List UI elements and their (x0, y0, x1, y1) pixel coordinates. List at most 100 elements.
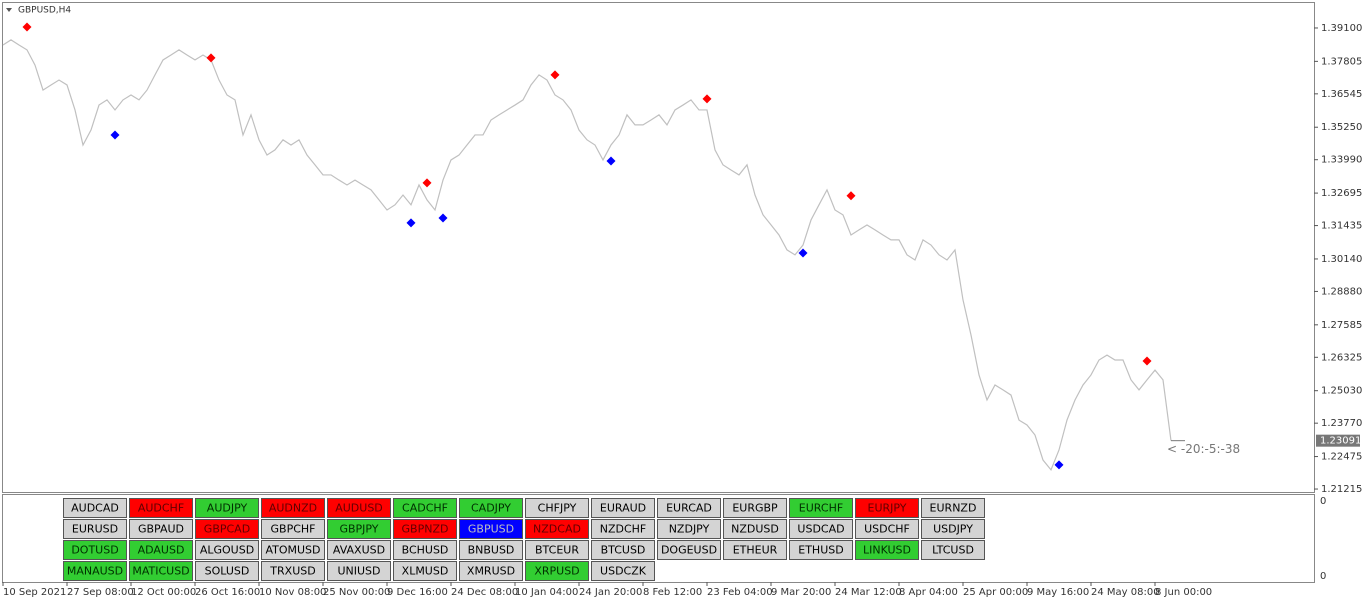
symbol-button[interactable]: CADCHF (393, 498, 457, 518)
symbol-button[interactable]: GBPUSD (459, 519, 523, 539)
symbol-button[interactable]: UNIUSD (327, 561, 391, 581)
button-face[interactable] (921, 519, 985, 539)
button-face[interactable] (921, 498, 985, 518)
button-face[interactable] (723, 519, 787, 539)
symbol-button[interactable]: DOGEUSD (657, 540, 721, 560)
button-face[interactable] (723, 498, 787, 518)
button-face[interactable] (921, 540, 985, 560)
symbol-button[interactable]: EURNZD (921, 498, 985, 518)
menu-triangle[interactable] (6, 8, 12, 12)
symbol-button[interactable]: AUDCAD (63, 498, 127, 518)
button-label[interactable]: ATOMUSD (265, 544, 320, 557)
button-face[interactable] (591, 498, 655, 518)
button-label[interactable]: BCHUSD (402, 544, 449, 557)
button-face[interactable] (261, 519, 325, 539)
button-face[interactable] (261, 498, 325, 518)
symbol-button[interactable]: EURGBP (723, 498, 787, 518)
symbol-button[interactable]: GBPNZD (393, 519, 457, 539)
button-label[interactable]: NZDJPY (669, 523, 710, 536)
button-face[interactable] (327, 561, 391, 581)
button-label[interactable]: USDJPY (933, 523, 973, 536)
button-label[interactable]: EURNZD (930, 502, 977, 515)
button-face[interactable] (63, 540, 127, 560)
button-label[interactable]: USDCZK (600, 565, 647, 578)
button-face[interactable] (63, 519, 127, 539)
button-label[interactable]: BTCEUR (535, 544, 579, 557)
symbol-button[interactable]: BNBUSD (459, 540, 523, 560)
button-label[interactable]: GBPCHF (271, 523, 316, 536)
button-face[interactable] (129, 540, 193, 560)
button-label[interactable]: CHFJPY (538, 502, 577, 515)
button-face[interactable] (459, 540, 523, 560)
symbol-button[interactable]: AUDJPY (195, 498, 259, 518)
button-label[interactable]: GBPCAD (204, 523, 250, 536)
button-face[interactable] (129, 498, 193, 518)
button-face[interactable] (525, 561, 589, 581)
symbol-button[interactable]: LTCUSD (921, 540, 985, 560)
button-label[interactable]: ADAUSD (138, 544, 185, 557)
symbol-button[interactable]: AUDUSD (327, 498, 391, 518)
button-face[interactable] (261, 561, 325, 581)
symbol-button[interactable]: BTCUSD (591, 540, 655, 560)
button-face[interactable] (789, 519, 853, 539)
button-label[interactable]: LINKUSD (863, 544, 911, 557)
symbol-button[interactable]: ETHUSD (789, 540, 853, 560)
button-label[interactable]: DOTUSD (71, 544, 118, 557)
button-face[interactable] (195, 519, 259, 539)
button-face[interactable] (261, 540, 325, 560)
symbol-button[interactable]: BTCEUR (525, 540, 589, 560)
button-face[interactable] (657, 498, 721, 518)
button-face[interactable] (855, 498, 919, 518)
button-face[interactable] (327, 498, 391, 518)
button-label[interactable]: GBPAUD (138, 523, 184, 536)
button-label[interactable]: AUDUSD (335, 502, 383, 515)
button-face[interactable] (327, 540, 391, 560)
button-label[interactable]: NZDCAD (533, 523, 581, 536)
button-face[interactable] (393, 561, 457, 581)
button-label[interactable]: EURUSD (72, 523, 118, 536)
button-label[interactable]: USDCHF (864, 523, 910, 536)
button-face[interactable] (525, 519, 589, 539)
symbol-button[interactable]: AUDCHF (129, 498, 193, 518)
button-label[interactable]: EURCAD (666, 502, 712, 515)
button-face[interactable] (591, 519, 655, 539)
symbol-button[interactable]: GBPAUD (129, 519, 193, 539)
button-label[interactable]: AUDJPY (207, 502, 248, 515)
symbol-button[interactable]: USDCAD (789, 519, 853, 539)
button-face[interactable] (195, 540, 259, 560)
button-label[interactable]: NZDUSD (731, 523, 779, 536)
symbol-button[interactable]: EURJPY (855, 498, 919, 518)
symbol-button[interactable]: CHFJPY (525, 498, 589, 518)
button-label[interactable]: XRPUSD (534, 565, 579, 578)
button-face[interactable] (459, 498, 523, 518)
button-face[interactable] (855, 540, 919, 560)
button-face[interactable] (525, 498, 589, 518)
button-face[interactable] (393, 498, 457, 518)
symbol-button[interactable]: EURCAD (657, 498, 721, 518)
button-face[interactable] (789, 540, 853, 560)
button-label[interactable]: AVAXUSD (333, 544, 385, 557)
button-label[interactable]: GBPJPY (339, 523, 378, 536)
symbol-button[interactable]: ALGOUSD (195, 540, 259, 560)
button-face[interactable] (459, 519, 523, 539)
symbol-button[interactable]: XMRUSD (459, 561, 523, 581)
button-label[interactable]: EURCHF (799, 502, 843, 515)
button-face[interactable] (195, 561, 259, 581)
button-label[interactable]: BNBUSD (468, 544, 515, 557)
symbol-button[interactable]: ETHEUR (723, 540, 787, 560)
symbol-button[interactable]: EURUSD (63, 519, 127, 539)
button-face[interactable] (63, 561, 127, 581)
symbol-button[interactable]: BCHUSD (393, 540, 457, 560)
symbol-button[interactable]: GBPCAD (195, 519, 259, 539)
button-face[interactable] (855, 519, 919, 539)
symbol-button[interactable]: NZDCHF (591, 519, 655, 539)
symbol-button[interactable]: NZDCAD (525, 519, 589, 539)
button-face[interactable] (195, 498, 259, 518)
button-label[interactable]: GBPNZD (402, 523, 449, 536)
symbol-button[interactable]: DOTUSD (63, 540, 127, 560)
button-label[interactable]: ETHUSD (798, 544, 843, 557)
symbol-button[interactable]: USDCHF (855, 519, 919, 539)
button-face[interactable] (591, 561, 655, 581)
button-face[interactable] (789, 498, 853, 518)
symbol-button[interactable]: AVAXUSD (327, 540, 391, 560)
